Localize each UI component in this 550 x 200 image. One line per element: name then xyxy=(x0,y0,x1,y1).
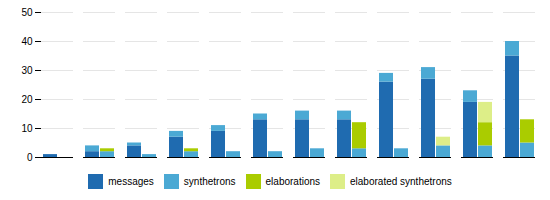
svg-text:0: 0 xyxy=(27,152,33,163)
html-text:synthetrons: synthetrons xyxy=(183,176,236,187)
html-text:messages: messages xyxy=(108,176,154,187)
svg-text:50: 50 xyxy=(21,7,33,18)
html-text:elaborations: elaborations xyxy=(265,176,320,187)
svg-text:20: 20 xyxy=(21,94,33,105)
svg-text:30: 30 xyxy=(21,65,33,76)
html-text:elaborated synthetrons: elaborated synthetrons xyxy=(350,176,452,187)
svg-text:10: 10 xyxy=(21,123,33,134)
svg-text:40: 40 xyxy=(21,36,33,47)
